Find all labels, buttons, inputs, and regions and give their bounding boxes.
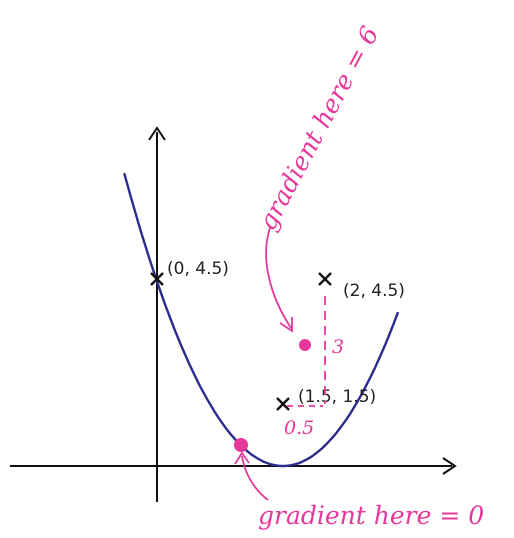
- annotation-gradient-six: gradient here = 6: [253, 21, 385, 234]
- annotation-run: 0.5: [284, 417, 314, 439]
- axes: [10, 128, 455, 502]
- annotation-gradient-zero: gradient here = 0: [258, 501, 484, 530]
- annotation-rise: 3: [332, 336, 344, 358]
- point-marker-1.5-1.5: [277, 398, 289, 410]
- point-label-0-4.5: (0, 4.5): [167, 259, 229, 279]
- vertex-point: [234, 438, 248, 452]
- pointer-arrow-top: [266, 228, 291, 328]
- annotations: [235, 228, 325, 500]
- point-label-2-4.5: (2, 4.5): [343, 281, 405, 301]
- point-marker-2-4.5: [319, 273, 331, 285]
- point-label-1.5-1.5: (1.5, 1.5): [298, 387, 376, 407]
- gradient-six-point: [299, 339, 311, 351]
